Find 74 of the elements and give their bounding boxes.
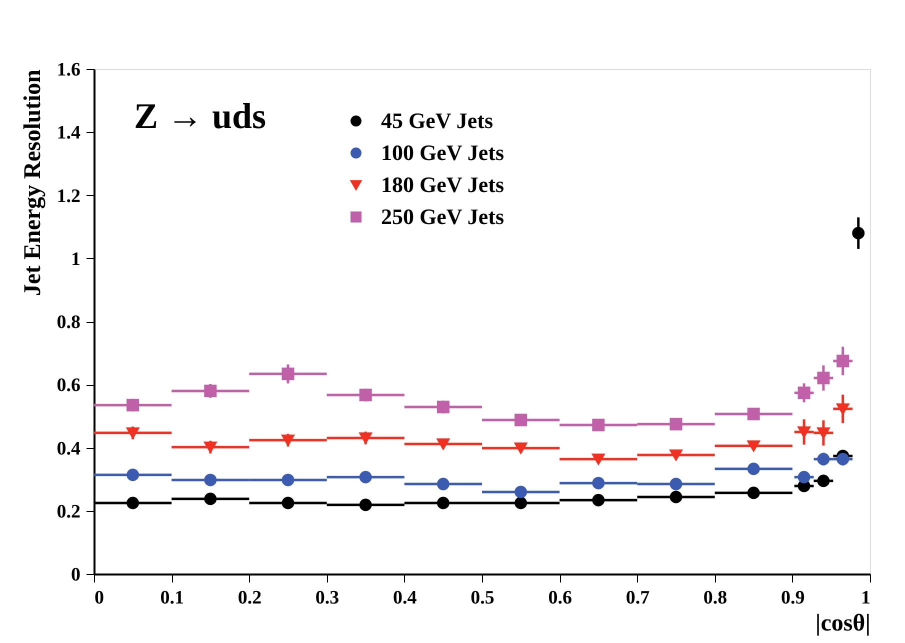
point — [359, 432, 372, 444]
point — [126, 468, 140, 482]
legend-label: 45 GeV Jets — [381, 108, 494, 133]
x-tick-label: 0.5 — [470, 588, 494, 608]
x-axis-title: |cosθ| — [815, 610, 870, 636]
point — [282, 496, 294, 510]
y-tick-label: 0.6 — [56, 375, 80, 396]
point — [670, 418, 682, 430]
point — [670, 490, 682, 504]
point — [436, 400, 450, 414]
x-tick-label: 0.8 — [703, 588, 728, 608]
point — [747, 440, 760, 452]
point — [126, 398, 140, 412]
point — [798, 386, 810, 400]
point — [204, 492, 217, 506]
x-tick-label: 0.9 — [781, 588, 805, 608]
point — [436, 496, 450, 510]
point — [836, 403, 850, 414]
x-tick-label: 0.3 — [315, 588, 340, 608]
legend-label: 180 GeV Jets — [381, 172, 504, 197]
y-tick-label: 1.4 — [56, 122, 81, 144]
x-tick-label: 0.4 — [393, 588, 418, 608]
point — [436, 478, 450, 490]
point — [592, 418, 605, 432]
point — [852, 226, 865, 240]
point — [514, 496, 528, 510]
legend-label: 250 GeV Jets — [381, 204, 504, 229]
x-tick-label: 0.1 — [160, 588, 184, 608]
point — [747, 486, 760, 500]
point — [670, 478, 682, 490]
point — [359, 470, 372, 484]
point — [836, 354, 850, 368]
y-axis-title: Jet Energy Resolution — [20, 70, 46, 296]
point — [514, 414, 528, 426]
point — [514, 486, 528, 498]
y-tick-label: 0 — [71, 564, 80, 586]
point — [798, 426, 810, 438]
point — [592, 494, 605, 506]
y-tick-label: 1.2 — [56, 186, 80, 207]
point — [282, 474, 294, 486]
point — [282, 368, 294, 380]
point — [747, 408, 760, 420]
point — [514, 442, 528, 454]
point — [592, 454, 605, 465]
point — [817, 452, 830, 466]
point — [359, 498, 372, 512]
x-tick-label: 0.6 — [548, 588, 572, 608]
point — [817, 372, 830, 384]
y-tick-label: 1.6 — [56, 60, 80, 80]
point — [836, 452, 850, 466]
point — [204, 474, 217, 486]
x-tick-label: 0.7 — [626, 588, 650, 608]
point — [204, 442, 217, 453]
y-tick-label: 0.4 — [56, 438, 81, 460]
point — [670, 449, 682, 461]
point — [436, 438, 450, 450]
y-tick-label: 0.8 — [56, 312, 80, 333]
point — [359, 388, 372, 402]
point — [126, 496, 140, 510]
point — [204, 384, 217, 398]
point — [817, 474, 830, 488]
y-tick-label: 1 — [71, 248, 80, 270]
point — [126, 427, 140, 438]
point — [282, 434, 294, 446]
legend-label: 100 GeV Jets — [381, 140, 504, 165]
annotation: Z → uds — [134, 96, 266, 136]
x-tick-label: 0 — [94, 588, 104, 608]
y-tick-label: 0.2 — [56, 501, 80, 522]
x-tick-label: 0.2 — [238, 588, 262, 608]
point — [817, 427, 830, 438]
x-tick-label: 1 — [861, 588, 870, 608]
point — [798, 470, 810, 484]
point — [592, 476, 605, 490]
point — [747, 462, 760, 476]
